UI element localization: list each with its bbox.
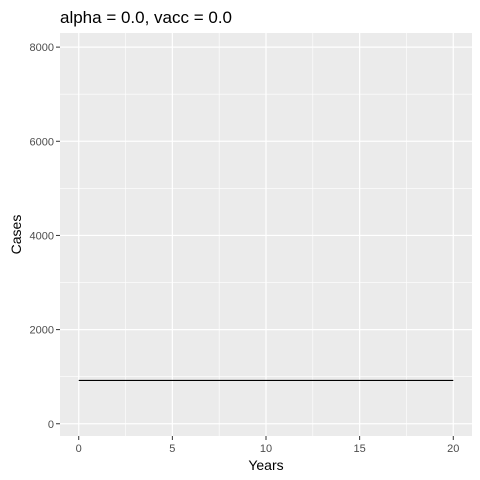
x-axis: 0 5 10 15 20	[76, 436, 459, 455]
y-axis: 0 2000 4000 6000 8000	[30, 42, 60, 431]
x-tick-label: 5	[169, 443, 175, 455]
grid-lines	[60, 33, 472, 436]
x-tick-label: 10	[260, 443, 272, 455]
x-tick-label: 15	[354, 443, 366, 455]
y-tick-label: 8000	[30, 42, 54, 54]
x-tick-label: 0	[76, 443, 82, 455]
y-tick-label: 0	[48, 419, 54, 431]
y-axis-title: Cases	[8, 215, 24, 255]
y-tick-label: 2000	[30, 325, 54, 337]
chart-title: alpha = 0.0, vacc = 0.0	[60, 8, 232, 27]
x-tick-label: 20	[447, 443, 459, 455]
y-tick-label: 6000	[30, 136, 54, 148]
x-axis-title: Years	[248, 457, 283, 473]
y-tick-label: 4000	[30, 230, 54, 242]
